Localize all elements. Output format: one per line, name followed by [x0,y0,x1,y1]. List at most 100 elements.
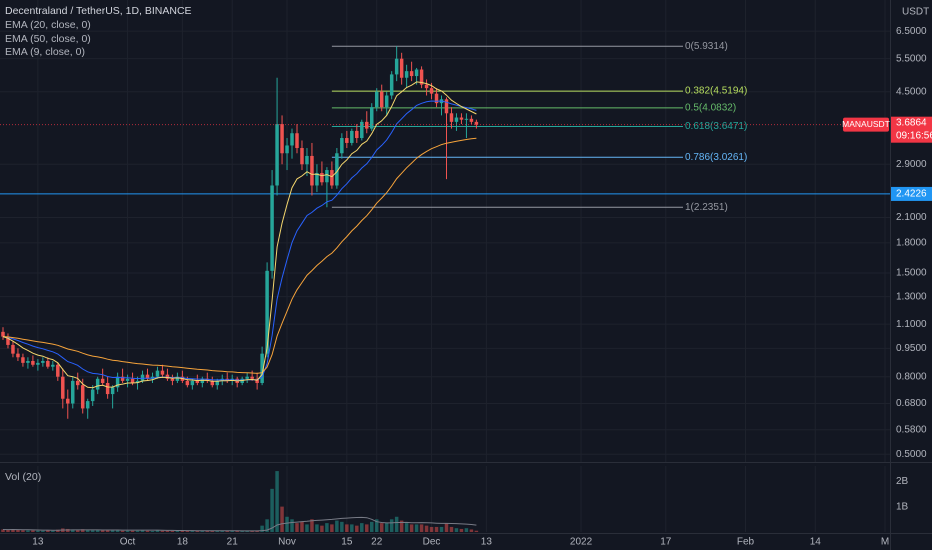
volume-bar [120,530,125,532]
volume-bar [350,524,354,532]
x-tick-label: 13 [32,537,44,548]
x-tick-label: 2022 [570,537,593,548]
volume-bar [424,525,429,532]
candle-body [6,336,10,345]
volume-bar [419,524,424,532]
symbol-tag [843,117,889,132]
ema-legend: EMA (50, close, 0) [5,33,91,45]
fib-label: 0.786(3.0261) [685,152,747,163]
volume-bar [280,506,284,532]
x-tick-label: 22 [371,537,383,548]
fib-label: 0.5(4.0832) [685,102,736,113]
volume-bar [200,530,205,532]
candle-body [290,133,294,146]
symbol-title: Decentraland / TetherUS, 1D, BINANCE [5,5,192,17]
candle-body [145,374,150,379]
candle-body [409,71,414,77]
candle-body [16,353,20,358]
volume-bar [384,523,389,532]
volume-bar [330,524,334,532]
volume-bar [245,530,249,532]
candle-body [115,376,120,388]
candle-body [190,380,195,386]
candle-body [280,124,284,154]
volume-bar [210,530,215,532]
volume-bar [325,523,329,532]
candle-body [300,148,304,165]
volume-bar [295,523,299,532]
candle-body [335,153,339,186]
volume-bar [374,519,379,532]
candle-body [464,118,469,120]
volume-bar [26,530,30,532]
y-tick-label: 2.9000 [896,159,927,170]
candle-body [434,93,439,104]
fib-label: 1(2.2351) [685,202,728,213]
volume-bar [235,530,239,532]
x-tick-label: M [881,537,889,548]
volume-bar [31,530,35,532]
candle-body [305,155,309,165]
candle-body [360,121,364,139]
ema-line [2,137,477,374]
volume-tick-label: 1B [896,501,909,512]
fib-label: 0(5.9314) [685,41,728,52]
candle-body [429,88,434,94]
candle-body [160,370,165,375]
volume-bar [370,521,374,532]
candle-body [85,401,90,409]
y-tick-label: 6.5000 [896,26,927,37]
hline-tag-label: 2.4226 [896,189,927,200]
volume-bar [125,530,130,532]
volume-bar [41,530,45,532]
candle-body [31,360,35,365]
volume-bar [1,529,5,532]
volume-bar [340,521,344,532]
volume-bar [170,530,175,532]
candle-body [41,360,45,363]
candle-body [355,130,359,139]
volume-bar [315,524,319,532]
volume-bar [80,529,85,532]
volume-bar [444,523,449,532]
volume-bar [305,524,309,532]
volume-bar [36,530,40,532]
y-tick-label: 4.5000 [896,86,927,97]
candle-body [95,378,100,390]
candle-body [71,380,75,404]
candle-body [469,118,474,122]
candle-body [175,376,180,381]
candle-body [66,398,70,404]
candle-body [350,130,354,143]
volume-bar [175,530,180,532]
volume-bar [474,530,479,532]
candle-body [370,107,374,129]
volume-bar [464,528,469,532]
countdown-label: 09:16:56 [896,130,932,141]
volume-bar [11,529,15,532]
volume-bar [185,530,190,532]
x-tick-label: Dec [423,537,441,548]
candle-body [90,389,95,402]
volume-bar [190,530,195,532]
volume-bar [230,530,234,532]
volume-bar [265,519,269,532]
volume-bar [429,526,434,532]
candle-body [384,95,389,108]
y-tick-label: 1.5000 [896,268,927,279]
volume-bar [260,525,264,532]
x-tick-label: Oct [120,537,136,548]
volume-bar [320,525,324,532]
volume-bar [250,530,254,532]
candle-body [419,69,424,85]
candle-body [315,173,319,186]
volume-bar [21,530,25,532]
volume-bar [215,530,220,532]
volume-bar [180,530,185,532]
candle-body [110,387,115,395]
volume-bar [365,524,369,532]
candle-body [265,270,269,354]
candle-body [444,99,449,114]
